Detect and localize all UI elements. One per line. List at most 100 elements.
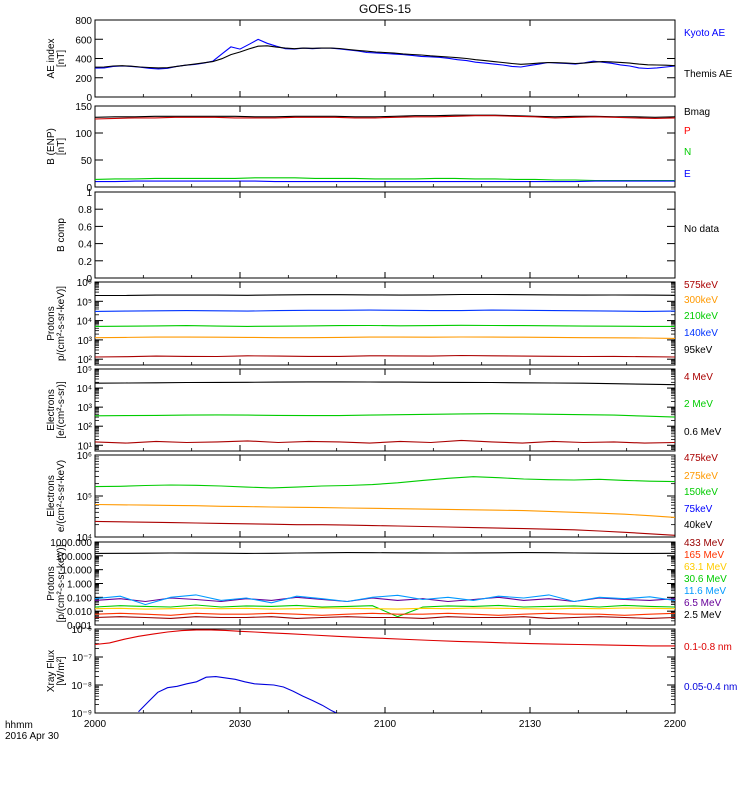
series-p bbox=[95, 115, 675, 120]
series-433-mev bbox=[95, 616, 675, 619]
y-tick-label: 1 bbox=[86, 188, 92, 199]
panel-b_comp: 0 0.2 0.4 0.6 0.8 1 B comp No data bbox=[56, 188, 719, 285]
y-tick-label: 100 bbox=[75, 129, 92, 140]
legend-entry: 30.6 MeV bbox=[684, 574, 727, 585]
date-label: 2016 Apr 30 bbox=[5, 731, 59, 742]
y-tick-label: 10⁻⁷ bbox=[72, 653, 92, 664]
series-140kev bbox=[95, 309, 675, 312]
y-axis-title: Protons bbox=[46, 566, 57, 600]
y-axis-title: Protons bbox=[46, 306, 57, 340]
legend-entry: 275keV bbox=[684, 471, 718, 482]
legend-entry: 150keV bbox=[684, 487, 718, 498]
panel-frame bbox=[94, 19, 676, 98]
panel-protons_hi: 0.001 0.010 0.100 1.000 10.000 100.000 1000.00… bbox=[46, 538, 727, 632]
legend-entry: N bbox=[684, 147, 691, 158]
series-kyoto-ae bbox=[95, 38, 675, 70]
series-0-1-0-8-nm bbox=[95, 629, 675, 647]
legend-entry: 433 MeV bbox=[684, 538, 724, 549]
y-tick-label: 50 bbox=[81, 156, 93, 167]
legend-entry: 0.1-0.8 nm bbox=[684, 642, 732, 653]
y-tick-label: 400 bbox=[75, 55, 92, 66]
legend-entry: 95keV bbox=[684, 345, 713, 356]
series-165-mev bbox=[95, 612, 675, 616]
y-tick-label: 10⁴ bbox=[77, 384, 92, 395]
y-tick-label: 10² bbox=[78, 355, 93, 366]
y-axis-title: [e/(cm²-s-sr)] bbox=[56, 381, 67, 438]
panel-ae: 0 200 400 600 800 AE index [nT] Kyoto AE Themis … bbox=[46, 16, 733, 104]
y-axis-title: e/(cm²-s-sr-keV) bbox=[56, 460, 67, 532]
y-axis-title: [p/(cm²-s-sr-keV)] bbox=[56, 544, 67, 622]
x-tick-label: 2100 bbox=[374, 719, 397, 730]
y-tick-label: 0.2 bbox=[78, 257, 92, 268]
y-axis-title: [W/m²] bbox=[56, 656, 67, 686]
x-tick-label: 2000 bbox=[84, 719, 107, 730]
y-tick-label: 0.100 bbox=[67, 593, 92, 604]
panel-electrons_mev: 10¹ 10² 10³ 10⁴ 10⁵ Electrons [e/(cm²-s-sr)] 4 … bbox=[46, 365, 722, 452]
panel-electrons_kev: 10⁴ 10⁵ 10⁶ Electrons e/(cm²-s-sr-keV) 475keV… bbox=[46, 451, 718, 544]
series-4-mev bbox=[95, 439, 675, 444]
series-275kev bbox=[95, 503, 675, 518]
legend-entry: 63.1 MeV bbox=[684, 562, 727, 573]
legend-entry: 0.6 MeV bbox=[684, 427, 722, 438]
y-tick-label: 10⁴ bbox=[77, 317, 92, 328]
y-tick-label: 0 bbox=[86, 274, 92, 285]
legend-entry: 300keV bbox=[684, 295, 718, 306]
series-300kev bbox=[95, 336, 675, 339]
y-tick-label: 10⁵ bbox=[77, 365, 92, 376]
legend-entry: Bmag bbox=[684, 107, 710, 118]
y-axis-title: B comp bbox=[56, 218, 67, 252]
y-axis-title: Xray Flux bbox=[46, 650, 57, 692]
series-575kev bbox=[95, 354, 675, 358]
legend-entry: P bbox=[684, 126, 691, 137]
series-0-05-0-4-nm bbox=[138, 676, 337, 713]
series-0-6-mev bbox=[95, 381, 675, 386]
y-tick-label: 1.000 bbox=[67, 580, 92, 591]
y-tick-label: 10⁴ bbox=[77, 533, 92, 544]
legend-entry: Kyoto AE bbox=[684, 28, 725, 39]
series-210kev bbox=[95, 324, 675, 327]
y-axis-title: Electrons bbox=[46, 389, 57, 431]
y-tick-label: 10⁻⁸ bbox=[71, 681, 92, 692]
legend-entry: E bbox=[684, 169, 691, 180]
panel-frame bbox=[94, 368, 676, 452]
panel-xray: 10⁻⁹ 10⁻⁸ 10⁻⁷ 10⁻⁶ Xray Flux [W/m²] 0.1-0.8 n… bbox=[46, 625, 737, 720]
y-tick-label: 0 bbox=[86, 183, 92, 194]
y-tick-label: 10⁻⁹ bbox=[71, 709, 92, 720]
time-axis-label: hhmm bbox=[5, 720, 33, 731]
y-tick-label: 10³ bbox=[78, 403, 93, 414]
y-tick-label: 10³ bbox=[78, 336, 93, 347]
x-tick-label: 2030 bbox=[229, 719, 252, 730]
y-tick-label: 10.000 bbox=[61, 566, 92, 577]
y-tick-label: 0.4 bbox=[78, 240, 92, 251]
y-axis-title: [nT] bbox=[56, 50, 67, 67]
legend-entry: 165 MeV bbox=[684, 550, 724, 561]
legend-entry: 75keV bbox=[684, 504, 713, 515]
y-tick-label: 10² bbox=[78, 422, 93, 433]
y-tick-label: 150 bbox=[75, 102, 92, 113]
panel-frame bbox=[94, 628, 676, 714]
y-tick-label: 10⁵ bbox=[77, 297, 92, 308]
series-n bbox=[95, 177, 675, 182]
legend-entry: 0.05-0.4 nm bbox=[684, 682, 737, 693]
y-axis-title: B (ENP) bbox=[46, 128, 57, 165]
series-63-1-mev bbox=[95, 607, 675, 610]
y-tick-label: 0 bbox=[86, 93, 92, 104]
y-axis-title: AE index bbox=[46, 38, 57, 78]
x-tick-label: 2200 bbox=[664, 719, 687, 730]
series-150kev bbox=[95, 476, 675, 489]
y-tick-label: 1000.000 bbox=[50, 538, 92, 549]
y-tick-label: 10⁶ bbox=[77, 451, 92, 462]
series-30-6-mev bbox=[95, 604, 675, 618]
series-2-5-mev bbox=[95, 552, 675, 554]
y-tick-label: 0.8 bbox=[78, 205, 92, 216]
series-themis-ae bbox=[95, 45, 675, 69]
legend-entry: No data bbox=[684, 224, 719, 235]
y-axis-title: Electrons bbox=[46, 475, 57, 517]
plot-title: GOES-15 bbox=[359, 2, 411, 16]
legend-entry: 2.5 MeV bbox=[684, 610, 722, 621]
y-tick-label: 0.001 bbox=[67, 621, 92, 632]
y-tick-label: 600 bbox=[75, 35, 92, 46]
panel-frame bbox=[94, 541, 676, 626]
